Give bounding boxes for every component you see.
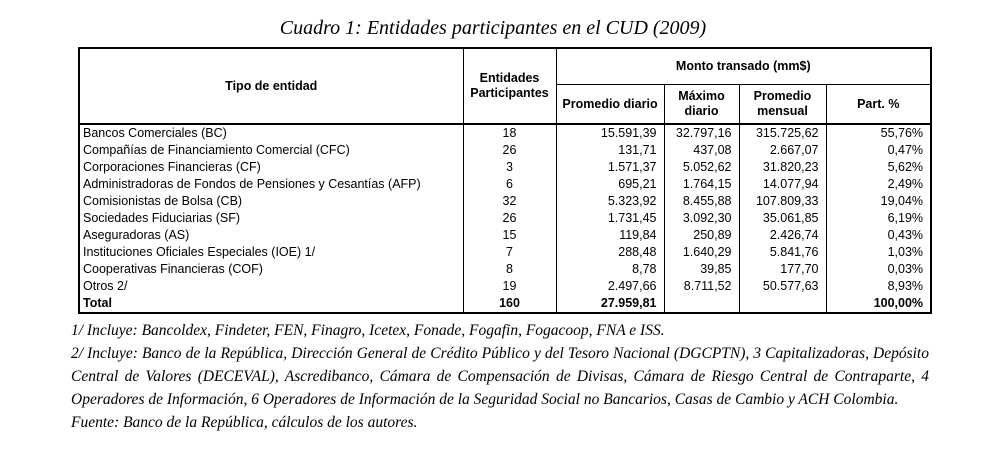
cell-entidades: 18 (462, 124, 556, 142)
cell-maximo-diario: 250,89 (663, 227, 739, 244)
cell-promedio-diario: 695,21 (555, 176, 664, 193)
cell-part-pct: 55,76% (825, 124, 932, 142)
cell-promedio-mensual: 315.725,62 (738, 124, 826, 142)
cell-promedio-diario: 288,48 (555, 244, 664, 261)
cell-promedio-diario: 8,78 (555, 261, 664, 278)
cell-promedio-mensual: 2.426,74 (738, 227, 826, 244)
cell-entidades: 15 (462, 227, 556, 244)
col-header-part-pct: Part. % (825, 84, 932, 125)
entities-table: Tipo de entidad Entidades Participantes … (78, 47, 933, 314)
cell-tipo: Cooperativas Financieras (COF) (83, 262, 263, 276)
table-row: Bancos Comerciales (BC) 18 15.591,39 32.… (79, 124, 932, 142)
footnote-1: 1/ Incluye: Bancoldex, Findeter, FEN, Fi… (71, 322, 665, 339)
cell-maximo-diario (663, 295, 739, 313)
cell-maximo-diario: 1.764,15 (663, 176, 739, 193)
table-row-total: Total 160 27.959,81 100,00% (79, 295, 932, 313)
header-row-sub: Promedio diario Máximo diario Promedio m… (79, 84, 932, 125)
cell-entidades: 26 (462, 210, 556, 227)
cell-promedio-diario: 2.497,66 (555, 278, 664, 295)
table-row: Corporaciones Financieras (CF) 3 1.571,3… (79, 159, 932, 176)
table-row: Aseguradoras (AS) 15 119,84 250,89 2.426… (79, 227, 932, 244)
cell-maximo-diario: 39,85 (663, 261, 739, 278)
col-header-monto-transado: Monto transado (mm$) (556, 48, 932, 85)
cell-promedio-mensual: 14.077,94 (738, 176, 826, 193)
cell-entidades: 19 (462, 278, 556, 295)
cell-promedio-mensual: 31.820,23 (738, 159, 826, 176)
cell-tipo: Aseguradoras (AS) (83, 228, 190, 242)
cell-promedio-diario: 15.591,39 (555, 124, 664, 142)
cell-entidades: 6 (462, 176, 556, 193)
cell-maximo-diario: 437,08 (663, 142, 739, 159)
cell-part-pct: 0,47% (825, 142, 932, 159)
footnote-2: 2/ Incluye: Banco de la República, Direc… (71, 345, 929, 408)
cell-promedio-mensual: 177,70 (738, 261, 826, 278)
cell-promedio-mensual: 5.841,76 (738, 244, 826, 261)
cell-promedio-diario: 5.323,92 (555, 193, 664, 210)
cell-part-pct: 0,43% (825, 227, 932, 244)
cell-maximo-diario: 32.797,16 (663, 124, 739, 142)
col-header-maximo-diario: Máximo diario (663, 84, 739, 125)
cell-maximo-diario: 8.711,52 (663, 278, 739, 295)
cell-tipo: Bancos Comerciales (BC) (83, 126, 227, 140)
cell-promedio-diario: 1.571,37 (555, 159, 664, 176)
cell-promedio-diario: 27.959,81 (555, 295, 664, 313)
col-header-tipo-entidad: Tipo de entidad (79, 48, 464, 125)
cell-promedio-mensual: 35.061,85 (738, 210, 826, 227)
col-header-entidades-participantes: Entidades Participantes (463, 48, 557, 125)
cell-part-pct: 2,49% (825, 176, 932, 193)
table-row: Administradoras de Fondos de Pensiones y… (79, 176, 932, 193)
cell-entidades: 8 (462, 261, 556, 278)
cell-part-pct: 0,03% (825, 261, 932, 278)
cell-tipo: Compañías de Financiamiento Comercial (C… (83, 143, 350, 157)
cell-part-pct: 19,04% (825, 193, 932, 210)
cell-part-pct: 1,03% (825, 244, 932, 261)
cell-tipo: Instituciones Oficiales Especiales (IOE)… (83, 245, 316, 259)
cell-tipo: Total (83, 296, 112, 310)
cell-part-pct: 5,62% (825, 159, 932, 176)
cell-maximo-diario: 5.052,62 (663, 159, 739, 176)
cell-promedio-mensual: 50.577,63 (738, 278, 826, 295)
cell-promedio-mensual: 107.809,33 (738, 193, 826, 210)
cell-part-pct: 6,19% (825, 210, 932, 227)
cell-entidades: 26 (462, 142, 556, 159)
cell-maximo-diario: 8.455,88 (663, 193, 739, 210)
header-row-group: Tipo de entidad Entidades Participantes … (79, 48, 932, 125)
table-row: Instituciones Oficiales Especiales (IOE)… (79, 244, 932, 261)
cell-entidades: 3 (462, 159, 556, 176)
cell-entidades: 32 (462, 193, 556, 210)
source-note: Fuente: Banco de la República, cálculos … (71, 414, 418, 431)
table-row: Otros 2/ 19 2.497,66 8.711,52 50.577,63 … (79, 278, 932, 295)
col-header-promedio-diario: Promedio diario (556, 84, 664, 125)
table-caption: Cuadro 1: Entidades participantes en el … (279, 17, 707, 39)
cell-tipo: Comisionistas de Bolsa (CB) (83, 194, 243, 208)
table-row: Comisionistas de Bolsa (CB) 32 5.323,92 … (79, 193, 932, 210)
table-row: Sociedades Fiduciarias (SF) 26 1.731,45 … (79, 210, 932, 227)
cell-part-pct: 8,93% (825, 278, 932, 295)
cell-maximo-diario: 3.092,30 (663, 210, 739, 227)
cell-promedio-mensual: 2.667,07 (738, 142, 826, 159)
col-header-promedio-mensual: Promedio mensual (738, 84, 826, 125)
cell-maximo-diario: 1.640,29 (663, 244, 739, 261)
cell-tipo: Otros 2/ (83, 279, 128, 293)
cell-part-pct: 100,00% (825, 295, 932, 313)
cell-tipo: Administradoras de Fondos de Pensiones y… (83, 177, 421, 191)
cell-promedio-diario: 1.731,45 (555, 210, 664, 227)
cell-promedio-diario: 131,71 (555, 142, 664, 159)
cell-tipo: Sociedades Fiduciarias (SF) (83, 211, 241, 225)
footnotes-block: 1/ Incluye: Bancoldex, Findeter, FEN, Fi… (71, 319, 929, 434)
cell-tipo: Corporaciones Financieras (CF) (83, 160, 261, 174)
table-row: Compañías de Financiamiento Comercial (C… (79, 142, 932, 159)
cell-entidades: 160 (462, 295, 556, 313)
cell-promedio-diario: 119,84 (555, 227, 664, 244)
cell-entidades: 7 (462, 244, 556, 261)
table-row: Cooperativas Financieras (COF) 8 8,78 39… (79, 261, 932, 278)
cell-promedio-mensual (738, 295, 826, 313)
